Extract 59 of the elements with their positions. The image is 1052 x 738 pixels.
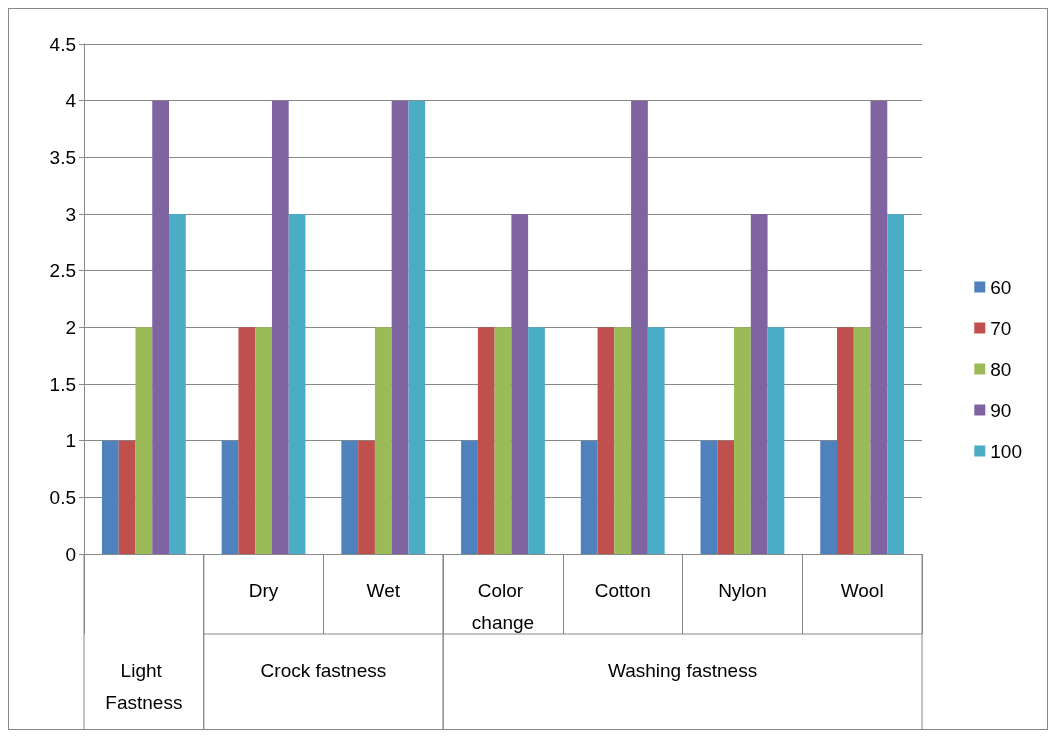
bar [820,440,837,554]
x-tick-label: Color change [471,579,535,633]
bar [700,440,718,554]
bar [734,327,751,554]
bar [614,327,632,554]
x-tick-label: Nylon [718,579,767,601]
bar [341,440,359,554]
bar [358,440,375,554]
bar [169,214,186,554]
bar [870,100,888,554]
bar [135,327,153,554]
y-tick-label: 0.5 [49,486,76,508]
bar [750,214,768,554]
y-tick-label: 3 [65,203,76,225]
y-tick-label: 2.5 [49,260,76,282]
text: Washing fastness [607,659,758,681]
y-tick-label: 4.5 [49,33,76,55]
legend-label: 90 [990,399,1012,421]
text: Light Fastness [105,659,183,713]
y-tick-label: 0 [65,543,76,565]
x-tick-label: Wool [840,579,884,601]
bar [494,327,512,554]
bar [101,440,119,554]
legend-label: 100 [990,440,1022,462]
bar [767,327,785,554]
bar [853,327,871,554]
bar [288,214,306,554]
y-tick-label: 3.5 [49,146,76,168]
bar [391,100,409,554]
bar [477,327,495,554]
bar [374,327,392,554]
text: Crock fastness [260,659,387,681]
bar [511,214,529,554]
y-tick-label: 1 [65,430,76,452]
bar [255,327,272,554]
bar [221,440,239,554]
legend-label: 60 [990,276,1012,298]
bar [238,327,256,554]
y-tick-label: 1.5 [49,373,76,395]
y-tick-label: 2 [65,316,76,338]
bar [837,327,854,554]
bar [580,440,598,554]
bar [271,100,289,554]
bar [631,100,648,554]
bar [597,327,615,554]
bar [461,440,478,554]
bar [647,327,665,554]
x-tick-label: Wet [366,579,401,601]
legend-label: 70 [990,317,1012,339]
bar [717,440,735,554]
bar [408,100,426,554]
bar [528,327,545,554]
bar [152,100,169,554]
x-tick-label: Dry [248,579,279,601]
y-tick-label: 4 [65,90,77,112]
x-tick-label: Cotton [594,579,651,601]
legend-label: 80 [990,358,1012,380]
bar [887,214,905,554]
bar [118,440,136,554]
